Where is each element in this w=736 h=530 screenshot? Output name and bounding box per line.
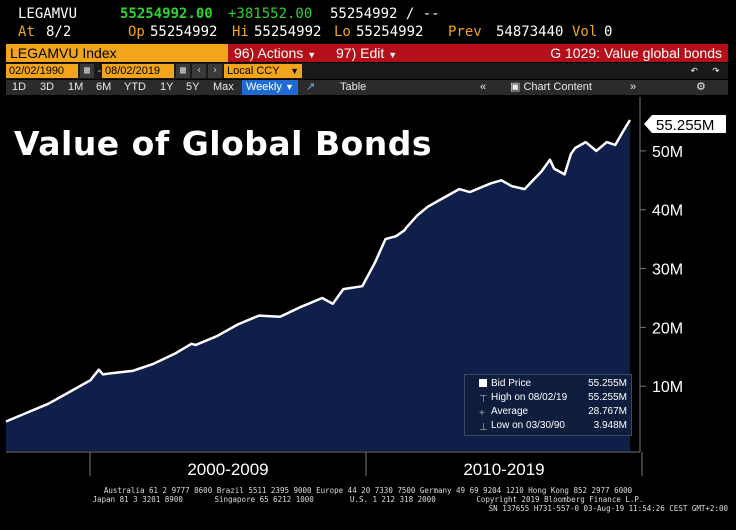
- edit-menu[interactable]: 97) Edit ▼: [336, 44, 416, 62]
- footer: Australia 61 2 9777 8600 Brazil 5511 239…: [0, 486, 736, 513]
- legend[interactable]: Bid Price 55.255M ⊤ High on 08/02/19 55.…: [464, 374, 632, 436]
- low-value: 55254992: [356, 24, 424, 40]
- last-price: 55254992.00: [120, 6, 213, 22]
- high-label: Hi: [232, 24, 249, 40]
- high-value: 55254992: [254, 24, 322, 40]
- legend-average-value: 28.767M: [588, 406, 627, 417]
- legend-high-label: High on 08/02/19: [491, 392, 568, 403]
- low-label: Lo: [334, 24, 351, 40]
- undo-icon[interactable]: ↶: [690, 63, 698, 78]
- last-value-tag: 55.255M: [644, 115, 726, 134]
- quote-line-2: At 8/2 Op 55254992 Hi 55254992 Lo 552549…: [0, 22, 736, 42]
- vol-label: Vol: [572, 24, 598, 40]
- prev-label: Prev: [448, 24, 482, 40]
- range-dash: -: [96, 64, 103, 77]
- legend-high-value: 55.255M: [588, 392, 627, 403]
- date-range-bar: 02/02/1990 ▦ - 08/02/2019 ▦ ‹ › Local CC…: [6, 63, 728, 79]
- legend-series-name: Bid Price: [491, 378, 532, 389]
- series-line: [5, 119, 632, 423]
- last-value-label: 55.255M: [656, 117, 714, 134]
- range-1m[interactable]: 1M: [68, 81, 84, 93]
- high-marker-icon: ⊤: [479, 394, 488, 405]
- security-name[interactable]: LEGAMVU Index: [6, 44, 228, 62]
- chart-toolbar: 1D 3D 1M 6M YTD 1Y 5Y Max Weekly ▼ ↗ Tab…: [6, 80, 728, 95]
- y-tick-label: 30M: [652, 262, 683, 279]
- legend-average-label: Average: [491, 406, 529, 417]
- last-value-tag-bg: [644, 115, 726, 133]
- at-label: At: [18, 24, 35, 40]
- y-axis-ticks: 10M 20M 30M 40M 50M: [640, 144, 683, 396]
- open-value: 55254992: [150, 24, 218, 40]
- line-chart-icon[interactable]: ↗: [306, 81, 316, 93]
- end-date-field[interactable]: 08/02/2019: [102, 64, 174, 78]
- caret-down-icon: ▼: [307, 50, 317, 60]
- footer-line-2: Japan 81 3 3201 8900 Singapore 65 6212 1…: [92, 495, 644, 504]
- y-tick-label: 10M: [652, 379, 683, 396]
- range-6m[interactable]: 6M: [96, 81, 112, 93]
- y-tick-label: 40M: [652, 203, 683, 220]
- edit-label: 97) Edit: [336, 45, 385, 61]
- range-max[interactable]: Max: [213, 81, 234, 93]
- currency-select[interactable]: Local CCY ▼: [224, 64, 302, 78]
- caret-down-icon: ▼: [388, 50, 398, 60]
- range-1d[interactable]: 1D: [12, 81, 27, 93]
- frequency-label: Weekly: [246, 81, 282, 93]
- chart-content-icon: ▣: [510, 81, 521, 93]
- at-value: 8/2: [46, 24, 72, 40]
- table-button[interactable]: Table: [340, 81, 367, 93]
- chart-title: Value of Global Bonds: [14, 124, 433, 163]
- page-title: G 1029: Value global bonds: [550, 45, 722, 61]
- bid-ask: 55254992 / --: [330, 6, 440, 22]
- calendar-icon[interactable]: ▦: [176, 64, 190, 78]
- quote-line-1: LEGAMVU 55254992.00 +381552.00 55254992 …: [0, 4, 736, 24]
- x-tick-label-2010s: 2010-2019: [463, 460, 544, 479]
- chart-content-button[interactable]: ▣ Chart Content: [510, 80, 592, 95]
- low-marker-icon: ⊥: [479, 422, 488, 433]
- net-change: +381552.00: [228, 6, 313, 22]
- chevron-left-double-icon[interactable]: «: [480, 81, 487, 93]
- footer-line-1: Australia 61 2 9777 8600 Brazil 5511 239…: [103, 486, 633, 495]
- legend-low-value: 3.948M: [593, 420, 627, 431]
- range-5y[interactable]: 5Y: [186, 81, 200, 93]
- range-ytd[interactable]: YTD: [124, 81, 146, 93]
- ticker[interactable]: LEGAMVU: [18, 6, 78, 22]
- gear-icon[interactable]: ⚙: [696, 81, 706, 93]
- x-tick-label-2000s: 2000-2009: [187, 460, 268, 479]
- title-bar: LEGAMVU Index 96) Actions ▼ 97) Edit ▼ G 1…: [6, 44, 728, 62]
- legend-series-value: 55.255M: [588, 378, 627, 389]
- y-tick-label: 20M: [652, 320, 683, 337]
- currency-label: Local CCY: [227, 65, 280, 77]
- actions-menu[interactable]: 96) Actions ▼: [234, 44, 322, 62]
- chevron-left-icon[interactable]: ‹: [192, 64, 206, 78]
- caret-down-icon: ▼: [284, 82, 294, 92]
- prev-value: 54873440: [496, 24, 564, 40]
- range-1y[interactable]: 1Y: [160, 81, 174, 93]
- legend-low-label: Low on 03/30/90: [491, 420, 565, 431]
- series-area: [6, 120, 630, 451]
- range-3d[interactable]: 3D: [40, 81, 55, 93]
- chevron-right-double-icon[interactable]: »: [630, 81, 637, 93]
- caret-down-icon: ▼: [290, 66, 299, 76]
- start-date-field[interactable]: 02/02/1990: [6, 64, 78, 78]
- y-tick-label: 50M: [652, 144, 683, 161]
- open-label: Op: [128, 24, 145, 40]
- chart-content-label: Chart Content: [523, 81, 592, 93]
- legend-swatch: [479, 379, 487, 387]
- actions-label: 96) Actions: [234, 45, 304, 61]
- average-marker-icon: +: [479, 408, 485, 419]
- vol-value: 0: [604, 24, 613, 40]
- redo-icon[interactable]: ↷: [712, 63, 720, 78]
- footer-line-3: SN 137655 H731-557-0 03-Aug-19 11:54:26 …: [488, 504, 728, 513]
- frequency-select[interactable]: Weekly ▼: [242, 80, 298, 95]
- chevron-right-icon[interactable]: ›: [208, 64, 222, 78]
- calendar-icon[interactable]: ▦: [80, 64, 94, 78]
